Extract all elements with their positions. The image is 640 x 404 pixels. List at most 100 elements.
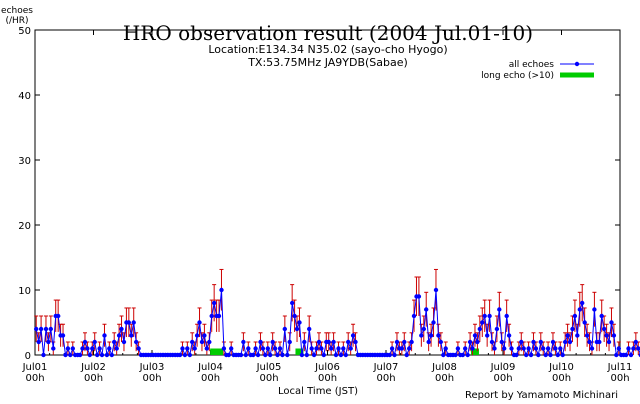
all-echoes-point [614, 353, 618, 357]
all-echoes-point [222, 346, 226, 350]
long-echo-bar [215, 349, 223, 356]
all-echoes-point [617, 346, 621, 350]
x-tick-label: Jul02 [80, 362, 106, 373]
all-echoes-point [66, 346, 70, 350]
all-echoes-point [110, 353, 114, 357]
all-echoes-point [349, 346, 353, 350]
all-echoes-point [578, 307, 582, 311]
all-echoes-point [585, 333, 589, 337]
all-echoes-point [602, 327, 606, 331]
all-echoes-point [39, 327, 43, 331]
all-echoes-point [500, 340, 504, 344]
all-echoes-point [636, 346, 640, 350]
all-echoes-point [136, 346, 140, 350]
all-echoes-point [346, 340, 350, 344]
all-echoes-point [336, 346, 340, 350]
all-echoes-point [400, 346, 404, 350]
all-echoes-point [487, 314, 491, 318]
x-tick-label: Jul11 [607, 362, 633, 373]
all-echoes-point [307, 327, 311, 331]
all-echoes-point [485, 333, 489, 337]
all-echoes-point [310, 346, 314, 350]
all-echoes-point [297, 320, 301, 324]
all-echoes-point [514, 353, 518, 357]
all-echoes-point [263, 353, 267, 357]
all-echoes-point [329, 346, 333, 350]
all-echoes-point [80, 346, 84, 350]
all-echoes-point [278, 346, 282, 350]
all-echoes-point [107, 346, 111, 350]
all-echoes-point [314, 346, 318, 350]
all-echoes-point [180, 346, 184, 350]
all-echoes-point [344, 353, 348, 357]
all-echoes-point [473, 333, 477, 337]
all-echoes-point [90, 346, 94, 350]
x-tick-label: Jul03 [139, 362, 165, 373]
all-echoes-point [246, 346, 250, 350]
all-echoes-point [300, 353, 304, 357]
all-echoes-point [68, 353, 72, 357]
x-tick-label: 00h [142, 373, 161, 384]
all-echoes-point [305, 353, 309, 357]
all-echoes-point [539, 340, 543, 344]
all-echoes-point [266, 346, 270, 350]
all-echoes-point [434, 288, 438, 292]
all-echoes-point [441, 353, 445, 357]
all-echoes-point [612, 333, 616, 337]
all-echoes-point [41, 353, 45, 357]
all-echoes-point [241, 340, 245, 344]
legend-label: long echo (>10) [481, 71, 554, 81]
all-echoes-point [288, 340, 292, 344]
all-echoes-point [427, 340, 431, 344]
all-echoes-point [227, 353, 231, 357]
all-echoes-point [188, 353, 192, 357]
all-echoes-point [495, 327, 499, 331]
all-echoes-point [78, 353, 82, 357]
all-echoes-point [200, 340, 204, 344]
all-echoes-point [202, 333, 206, 337]
all-echoes-point [590, 346, 594, 350]
all-echoes-point [604, 333, 608, 337]
all-echoes-point [526, 346, 530, 350]
y-tick-label: 50 [18, 26, 31, 37]
all-echoes-point [461, 353, 465, 357]
all-echoes-point [424, 307, 428, 311]
all-echoes-point [417, 294, 421, 298]
all-echoes-point [85, 346, 89, 350]
all-echoes-point [624, 353, 628, 357]
all-echoes-point [609, 320, 613, 324]
all-echoes-point [546, 346, 550, 350]
all-echoes-point [548, 353, 552, 357]
all-echoes-point [507, 333, 511, 337]
all-echoes-point [63, 353, 67, 357]
all-echoes-point [634, 340, 638, 344]
x-tick-label: Jul01 [22, 362, 48, 373]
all-echoes-point [541, 346, 545, 350]
y-tick-label: 40 [18, 91, 31, 102]
all-echoes-point [49, 327, 53, 331]
all-echoes-point [407, 346, 411, 350]
all-echoes-point [239, 353, 243, 357]
legend-swatch-bar [560, 73, 594, 78]
all-echoes-point [95, 353, 99, 357]
all-echoes-point [388, 353, 392, 357]
all-echoes-point [480, 320, 484, 324]
all-echoes-point [219, 288, 223, 292]
all-echoes-point [392, 353, 396, 357]
all-echoes-point [558, 346, 562, 350]
all-echoes-point [483, 314, 487, 318]
all-echoes-point [524, 353, 528, 357]
all-echoes-point [505, 314, 509, 318]
all-echoes-point [205, 346, 209, 350]
all-echoes-point [119, 327, 123, 331]
all-echoes-point [561, 353, 565, 357]
all-echoes-point [439, 340, 443, 344]
all-echoes-point [570, 327, 574, 331]
all-echoes-point [395, 340, 399, 344]
all-echoes-point [631, 346, 635, 350]
all-echoes-point [573, 314, 577, 318]
all-echoes-point [207, 340, 211, 344]
all-echoes-point [456, 346, 460, 350]
all-echoes-point [475, 340, 479, 344]
